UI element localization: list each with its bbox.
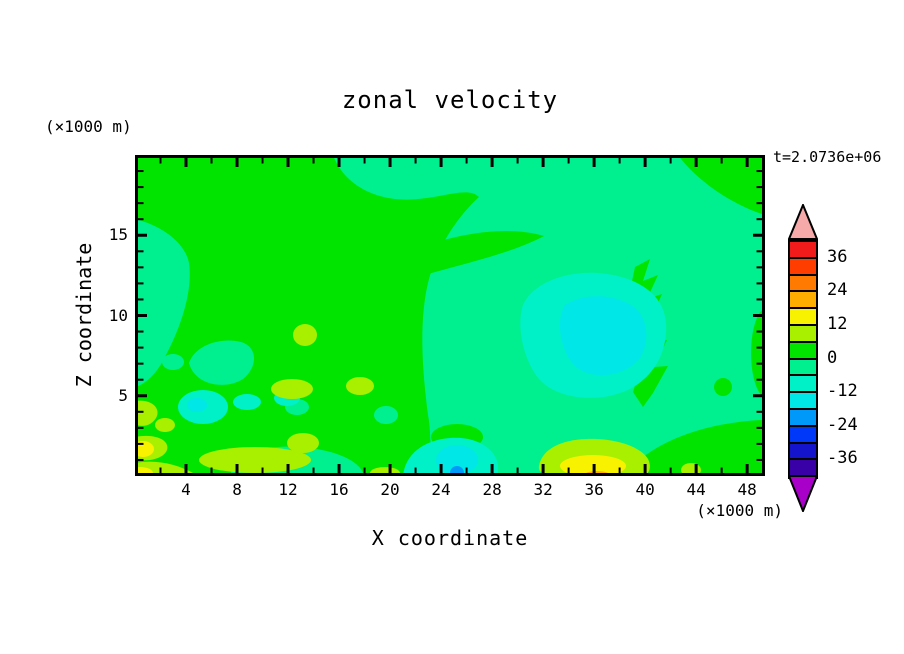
colorbar-segment — [790, 409, 816, 427]
colorbar-tick-label: 12 — [827, 314, 848, 334]
contour-region — [271, 379, 313, 399]
contour-region — [187, 398, 207, 412]
x-tick-label: 48 — [737, 480, 757, 499]
x-tick-label: 16 — [329, 480, 349, 499]
colorbar-segment — [790, 376, 816, 394]
colorbar — [788, 240, 818, 480]
x-tick-label: 40 — [635, 480, 655, 499]
x-tick-label: 4 — [181, 480, 191, 499]
contour-region — [479, 179, 491, 191]
colorbar-segment — [790, 426, 816, 444]
x-tick-label: 20 — [380, 480, 400, 499]
colorbar-tick-label: 0 — [827, 347, 838, 368]
y-tick-label: 10 — [108, 305, 128, 325]
contour-region — [374, 406, 398, 424]
colorbar-segment — [790, 242, 816, 259]
colorbar-tick-label: 36 — [827, 246, 848, 267]
x-tick-label: 8 — [232, 480, 242, 499]
x-tick-label: 24 — [431, 480, 451, 499]
colorbar-segment — [790, 292, 816, 310]
colorbar-tick-label: -12 — [827, 381, 858, 402]
colorbar-segment — [790, 443, 816, 461]
contour-field-svg — [135, 155, 765, 476]
x-tick-label: 12 — [278, 480, 298, 499]
contour-region — [499, 198, 507, 206]
contour-region — [346, 377, 374, 395]
colorbar-over-range-arrow — [788, 204, 818, 240]
colorbar-under-range-arrow — [788, 475, 818, 512]
colorbar-segment — [790, 342, 816, 360]
contour-region — [287, 433, 319, 453]
x-tick-label: 32 — [533, 480, 553, 499]
contour-region — [162, 354, 184, 370]
y-tick-label: 5 — [118, 385, 128, 405]
y-tick-label: 15 — [108, 225, 128, 245]
contour-plot — [135, 155, 765, 476]
colorbar-tick-label: -24 — [827, 414, 858, 435]
colorbar-tick-label: -36 — [827, 448, 858, 469]
x-tick-label: 44 — [686, 480, 706, 499]
plot-title: zonal velocity — [341, 86, 559, 114]
contour-region — [233, 394, 261, 410]
colorbar-segment — [790, 275, 816, 293]
contour-region — [293, 324, 317, 346]
contour-region — [155, 418, 175, 432]
x-tick-label: 28 — [482, 480, 502, 499]
contour-region — [714, 378, 732, 396]
colorbar-segment — [790, 325, 816, 343]
contour-region — [559, 296, 647, 376]
colorbar-segment — [790, 460, 816, 478]
colorbar-segment — [790, 359, 816, 377]
colorbar-tick-label: 24 — [827, 280, 848, 301]
y-axis-unit-label: (×1000 m) — [45, 117, 132, 136]
colorbar-segment — [790, 393, 816, 410]
colorbar-segment — [790, 258, 816, 276]
time-annotation: t=2.0736e+06 — [773, 148, 882, 166]
x-tick-label: 36 — [584, 480, 604, 499]
x-axis-unit-label: (×1000 m) — [696, 501, 783, 520]
colorbar-segment — [790, 309, 816, 326]
x-axis-title: X coordinate — [371, 526, 529, 550]
